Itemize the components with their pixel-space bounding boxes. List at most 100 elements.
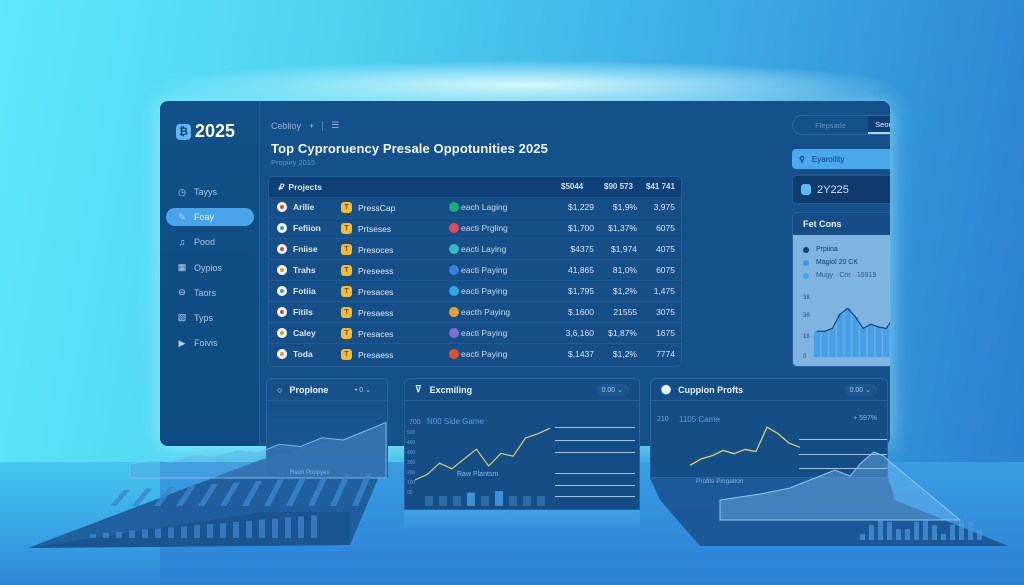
sidebar-item-foay[interactable]: ✎ Foay — [166, 208, 254, 227]
tab-flepsade[interactable]: Flepsade — [815, 120, 847, 130]
project-cell: Toda — [277, 349, 313, 359]
search-bar[interactable]: ⚲ Eyaroility $1,2225 — [792, 149, 890, 169]
panel-menu[interactable]: • 0 ⌄ — [354, 386, 371, 394]
table-row[interactable]: Fitils T Presaess eacth Paying $,1600 21… — [269, 302, 681, 323]
table-row[interactable]: Toda T Presaess eacti Paying $,1437 $1,2… — [269, 344, 681, 365]
legend-line — [555, 452, 635, 453]
coin-icon — [277, 286, 287, 296]
status-icon — [449, 307, 459, 317]
mouse-icon: ⊖ — [178, 287, 186, 298]
legend-line — [799, 454, 887, 455]
sidebar-nav: ◷ Tayys ✎ Foay ♫ Pood ▦ Oypios ⊖ Taors ▧… — [166, 183, 254, 359]
delta-value: + 597% — [853, 415, 877, 422]
list-icon[interactable]: ☰ — [331, 120, 340, 130]
breadcrumb-item[interactable]: Ceblioy — [271, 120, 302, 131]
table-row[interactable]: Trahs T Preseess eacti Paying 41,865 81,… — [269, 260, 681, 281]
percent-cell: $1,2% — [612, 349, 637, 359]
sidebar-item-typs[interactable]: ▧ Typs — [166, 309, 254, 327]
svg-text:100: 100 — [407, 480, 416, 486]
legend-line — [555, 427, 635, 428]
percent-cell: $1,87% — [608, 328, 637, 338]
sidebar-item-label: Oypios — [194, 262, 223, 273]
tab-seond[interactable]: Seond — [868, 116, 890, 134]
sidebar-item-tayys[interactable]: ◷ Tayys — [166, 183, 254, 201]
value-cell: 3,6,160 — [565, 328, 594, 338]
project-cell: Fniise — [277, 244, 318, 254]
legend-label: Prpiina — [816, 246, 838, 253]
panel-title: Cuppion Profts — [678, 384, 744, 395]
sidebar-item-label: Typs — [194, 312, 214, 323]
panel-header: ⬤ Cuppion Profts 0.00 ⌄ — [651, 379, 887, 401]
svg-text:200: 200 — [407, 470, 416, 476]
y-tick: 38 — [803, 295, 810, 301]
play-icon: ▶ — [178, 337, 186, 348]
status-cell: eacti Prgling — [449, 223, 508, 233]
status-icon — [449, 328, 459, 338]
table-row[interactable]: Arilie T PressCap each Laging $1,229 $1,… — [269, 197, 681, 218]
percent-cell: $1,974 — [611, 244, 637, 254]
status-text: eacti Paying — [461, 286, 508, 296]
divider — [322, 120, 324, 131]
status-text: eacti Paying — [461, 349, 508, 359]
brand-logo[interactable]: ₿ 2025 — [176, 121, 235, 142]
status-text: eacti Paying — [461, 265, 508, 275]
status-text: eacti Prgling — [461, 223, 508, 233]
projects-table: ₽ Projects $5044 $90 573 $41 741 Arilie … — [268, 176, 682, 367]
main-content: Ceblioy + ☰ Top Cyproruency Presale Oppo… — [260, 101, 890, 446]
legend-line — [555, 496, 635, 497]
table-header: ₽ Projects $5044 $90 573 $41 741 — [269, 177, 681, 197]
coin-icon — [277, 328, 287, 338]
table-body: Arilie T PressCap each Laging $1,229 $1,… — [269, 197, 681, 365]
status-icon — [449, 265, 459, 275]
token-icon: T — [341, 328, 352, 339]
grid-icon: ▧ — [177, 312, 187, 323]
status-cell: eacti Paying — [449, 328, 507, 338]
sidebar-item-oypios[interactable]: ▦ Oypios — [166, 259, 254, 277]
percent-cell: $1,37% — [608, 223, 637, 233]
project-name: Trahs — [293, 265, 316, 275]
platform-name: Presaces — [358, 286, 394, 297]
legend-line — [555, 485, 635, 486]
project-cell: Fitils — [277, 307, 313, 317]
legend-item: Prpiina — [803, 243, 876, 256]
legend-dot — [803, 246, 809, 253]
project-name: Caley — [293, 328, 316, 338]
count-cell: 3,975 — [653, 202, 675, 212]
coin-icon — [277, 349, 287, 359]
value-cell: $1,229 — [568, 202, 594, 212]
search-icon: ⚲ — [799, 154, 805, 164]
period-dropdown[interactable]: 0.00 ⌄ — [843, 383, 877, 396]
table-row[interactable]: Fefiion T Prtseses eacti Prgling $1,700 … — [269, 218, 681, 239]
status-cell: eacti Paying — [449, 265, 507, 275]
table-row[interactable]: Fotiia T Presaces eacti Paying $1,795 $1… — [269, 281, 681, 302]
table-row[interactable]: Fniise T Presoces eacti Laying $4375 $1,… — [269, 239, 681, 260]
projects-icon: ₽ — [278, 181, 284, 192]
column-header[interactable]: $5044 — [561, 182, 584, 191]
count-cell: 6075 — [656, 265, 675, 275]
y-tick: 36 — [803, 313, 810, 319]
panel-title: Excmiling — [429, 384, 473, 395]
price-card: 2Y225 $9.45 — [792, 175, 890, 204]
status-text: eacth Paying — [461, 307, 511, 317]
platform-name: Presaces — [358, 328, 394, 339]
sidebar-item-taors[interactable]: ⊖ Taors — [166, 284, 254, 302]
sidebar-item-pood[interactable]: ♫ Pood — [166, 233, 254, 251]
add-icon[interactable]: + — [309, 120, 315, 131]
percent-cell: 81,0% — [612, 265, 637, 275]
status-icon — [449, 223, 459, 233]
platform-cell: T Preseess — [341, 265, 393, 276]
token-icon: T — [341, 202, 352, 213]
sidebar-item-foivis[interactable]: ▶ Foivis — [166, 334, 254, 352]
panel-title: Proplone — [289, 384, 329, 395]
period-dropdown[interactable]: 0.00 ⌄ — [595, 383, 629, 396]
token-icon: T — [341, 223, 352, 234]
table-row[interactable]: Caley T Presaces eacti Paying 3,6,160 $1… — [269, 323, 681, 344]
column-header[interactable]: $90 573 — [604, 182, 633, 191]
percent-cell: 21555 — [613, 307, 637, 317]
column-header[interactable]: $41 741 — [646, 182, 675, 191]
legend-item: Magiol 20 CK — [803, 256, 876, 269]
coin-icon — [277, 223, 287, 233]
token-icon: T — [341, 286, 352, 297]
